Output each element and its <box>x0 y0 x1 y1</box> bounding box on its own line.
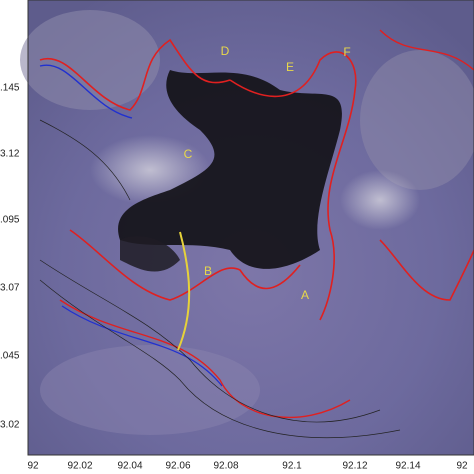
contours <box>39 29 474 439</box>
area-label: D <box>221 44 230 58</box>
x-tick-label: 92 <box>27 461 39 472</box>
area-labels: D E F C B A <box>184 44 351 302</box>
y-tick-label: 3.12 <box>0 149 20 160</box>
satellite-image <box>20 0 474 455</box>
x-tick-label: 92.14 <box>395 461 420 472</box>
y-tick-label: .145 <box>0 83 20 94</box>
y-tick-label: 3.02 <box>0 420 20 431</box>
x-tick-label: 92.04 <box>117 461 142 472</box>
area-label: A <box>301 288 309 302</box>
y-tick-label: 3.07 <box>0 283 20 294</box>
y-tick-label: .045 <box>0 351 20 362</box>
area-label: B <box>204 264 212 278</box>
area-label: C <box>184 147 193 161</box>
y-axis: .145 3.12 .095 3.07 .045 3.02 <box>0 83 20 431</box>
x-tick-label: 92 <box>456 461 468 472</box>
y-tick-label: .095 <box>0 215 20 226</box>
x-tick-label: 92.02 <box>67 461 92 472</box>
x-tick-label: 92.06 <box>165 461 190 472</box>
axis-frame <box>27 0 474 456</box>
x-tick-label: 92.08 <box>213 461 238 472</box>
area-label: F <box>343 45 350 59</box>
area-label: E <box>286 60 294 74</box>
x-tick-label: 92.12 <box>342 461 367 472</box>
x-tick-label: 92.1 <box>282 461 302 472</box>
x-axis: 92 92.02 92.04 92.06 92.08 92.1 92.12 92… <box>27 461 468 472</box>
